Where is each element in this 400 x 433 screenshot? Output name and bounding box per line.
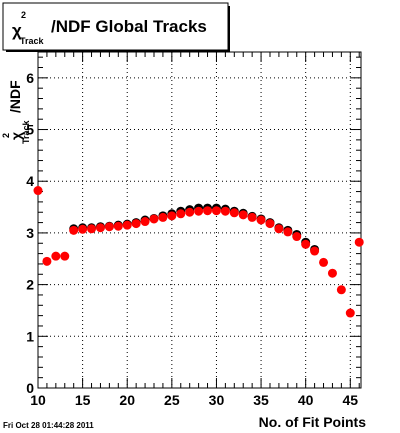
y-tick-label: 5 — [26, 122, 34, 138]
data-point-red — [149, 214, 159, 224]
data-point-red — [274, 224, 284, 234]
data-point-red — [122, 220, 132, 230]
plot-frame — [37, 51, 362, 389]
data-point-red — [310, 246, 320, 256]
title-box: χ 2 Track /NDF Global Tracks — [2, 2, 230, 52]
data-point-red — [220, 206, 230, 216]
ylabel-chi: χ — [8, 132, 24, 140]
svg-text:χ 2 Track /N: χ 2 Track /NDF — [0, 80, 32, 144]
data-point-red — [354, 237, 364, 247]
title-subscript: Track — [20, 36, 45, 46]
data-point-red — [42, 256, 52, 266]
title-chi: χ — [12, 21, 22, 40]
data-point-red — [78, 224, 88, 234]
data-point-red — [113, 221, 123, 231]
data-point-red — [87, 224, 97, 234]
data-point-red — [247, 212, 257, 222]
footer-timestamp: Fri Oct 28 01:44:28 2011 — [3, 421, 94, 430]
y-axis-title: χ 2 Track /NDF — [0, 80, 32, 144]
data-point-red — [69, 225, 79, 235]
data-point-red — [176, 209, 186, 219]
x-axis-title: No. of Fit Points — [259, 414, 367, 430]
ylabel-superscript: 2 — [1, 133, 11, 138]
title-superscript: 2 — [21, 10, 26, 20]
data-point-red — [33, 186, 43, 196]
data-point-red — [203, 206, 213, 216]
data-point-red — [345, 308, 355, 318]
axis-ticks — [37, 52, 361, 389]
ylabel-rest: /NDF — [7, 80, 23, 113]
x-tick-label: 40 — [298, 392, 314, 408]
x-tick-label: 45 — [343, 392, 359, 408]
data-point-red — [158, 212, 168, 222]
x-tick-label: 15 — [75, 392, 91, 408]
data-point-red — [256, 215, 266, 225]
x-tick-label: 20 — [119, 392, 135, 408]
data-points — [33, 186, 364, 318]
y-tick-label: 6 — [26, 70, 34, 86]
ylabel-subscript: Track — [21, 119, 31, 144]
data-point-red — [131, 219, 141, 229]
data-point-red — [51, 251, 61, 261]
y-tick-label: 3 — [26, 225, 34, 241]
grid — [38, 52, 361, 388]
y-tick-label: 0 — [26, 380, 34, 396]
data-point-red — [185, 207, 195, 217]
x-tick-label: 10 — [30, 392, 46, 408]
data-point-red — [238, 210, 248, 220]
y-tick-label: 4 — [26, 173, 34, 189]
data-point-red — [336, 285, 346, 295]
chart-title: χ 2 Track /NDF Global Tracks — [12, 3, 207, 48]
data-point-red — [60, 251, 70, 261]
data-point-red — [292, 232, 302, 242]
data-point-red — [167, 211, 177, 221]
data-point-red — [283, 227, 293, 237]
data-point-red — [301, 239, 311, 249]
y-tick-label: 2 — [26, 277, 34, 293]
data-point-red — [194, 206, 204, 216]
x-tick-label: 25 — [164, 392, 180, 408]
data-point-red — [327, 268, 337, 278]
data-point-red — [265, 219, 275, 229]
data-point-red — [140, 217, 150, 227]
data-point-red — [95, 223, 105, 233]
x-tick-label: 35 — [253, 392, 269, 408]
y-tick-label: 1 — [26, 328, 34, 344]
data-point-red — [211, 206, 221, 216]
data-point-red — [229, 208, 239, 218]
data-point-red — [104, 222, 114, 232]
title-rest: /NDF Global Tracks — [51, 17, 207, 36]
data-point-red — [319, 257, 329, 267]
x-tick-label: 30 — [209, 392, 225, 408]
